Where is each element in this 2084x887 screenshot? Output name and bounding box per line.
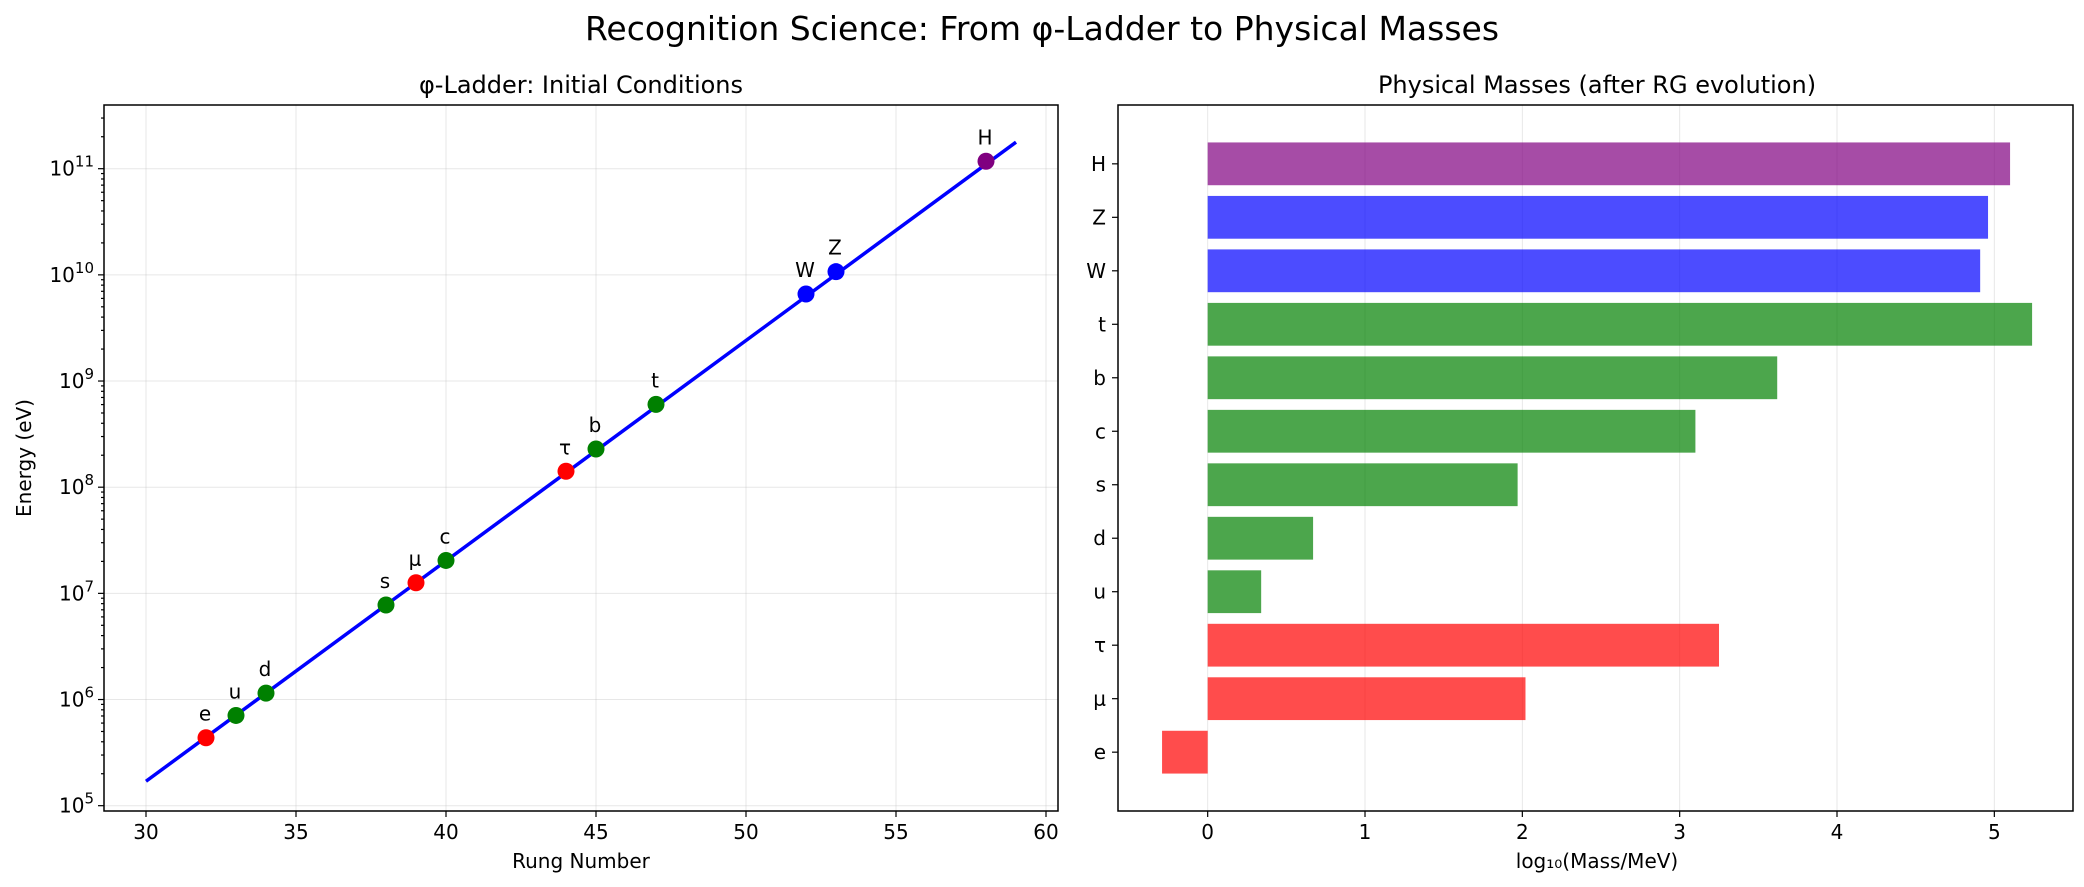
mass-chart-ticks: 0 1 2 3 4 5 e μ τ u d s c b t W Z H: [1086, 152, 2000, 844]
ladder-chart-frame: [103, 104, 1059, 812]
y-tick-label: H: [1091, 152, 1106, 176]
y-tick-label: 105: [59, 790, 94, 818]
x-tick-label: 45: [583, 820, 608, 844]
x-tick-label: 55: [883, 820, 908, 844]
x-tick-label: 30: [133, 820, 158, 844]
mass-bar-s: [1207, 463, 1518, 507]
ladder-point-s: [377, 596, 395, 614]
ladder-point-label: s: [380, 569, 390, 593]
mass-chart-frame: [1117, 104, 2074, 812]
ladder-point-μ: [407, 574, 425, 592]
y-tick-label: 1010: [49, 259, 94, 287]
ladder-point-τ: [557, 462, 575, 480]
ladder-point-Z: [827, 263, 845, 281]
mass-bar-τ: [1207, 623, 1720, 667]
ladder-point-label: H: [977, 125, 992, 149]
y-tick-label: u: [1093, 580, 1106, 604]
ladder-point-label: e: [199, 702, 211, 726]
x-tick-label: 3: [1673, 820, 1686, 844]
mass-bar-Z: [1207, 195, 1989, 239]
y-tick-label: 109: [59, 365, 94, 393]
ladder-chart-grid: [104, 105, 1058, 811]
mass-chart-title: Physical Masses (after RG evolution): [1378, 71, 1816, 99]
ladder-point-W: [797, 285, 815, 303]
y-tick-label: 1011: [49, 153, 94, 181]
y-tick-label: 108: [59, 471, 94, 499]
mass-bar-H: [1207, 142, 2011, 186]
ladder-point-label: W: [795, 258, 815, 282]
ladder-line: [144, 140, 1018, 783]
ladder-chart-marks: eud sμc τb t WZ H: [144, 125, 1018, 783]
x-tick-label: 4: [1831, 820, 1844, 844]
y-tick-label: μ: [1093, 687, 1106, 711]
y-tick-label: t: [1098, 312, 1106, 336]
y-tick-label: b: [1093, 366, 1106, 390]
y-tick-label: 106: [59, 684, 94, 712]
y-tick-label: τ: [1094, 633, 1106, 657]
y-tick-label: 107: [59, 577, 94, 605]
ladder-point-e: [197, 729, 215, 747]
ladder-chart-ticks: 30 35 40 45 50 55 60 105 106 107 108 109 1010 1011: [49, 117, 1059, 844]
y-tick-label: e: [1094, 740, 1106, 764]
ladder-point-label: c: [440, 524, 451, 548]
ladder-point-label: μ: [409, 547, 422, 571]
ladder-point-u: [227, 706, 245, 724]
ladder-point-label: t: [651, 368, 659, 392]
mass-chart-marks: [1162, 142, 2033, 774]
mass-chart: Physical Masses (after RG evolution) 0 1 2…: [1086, 71, 2074, 873]
x-tick-label: 40: [433, 820, 458, 844]
y-tick-label: W: [1086, 259, 1106, 283]
mass-bar-c: [1207, 409, 1696, 453]
mass-bar-u: [1207, 570, 1262, 614]
mass-bar-d: [1207, 516, 1314, 560]
ladder-point-t: [647, 395, 665, 413]
ladder-point-H: [977, 152, 995, 170]
x-tick-label: 2: [1516, 820, 1529, 844]
y-tick-label: Z: [1092, 205, 1106, 229]
mass-bar-e: [1162, 730, 1208, 774]
ladder-point-label: d: [259, 657, 272, 681]
mass-bar-t: [1207, 302, 2033, 346]
x-tick-label: 0: [1201, 820, 1214, 844]
x-tick-label: 35: [283, 820, 308, 844]
x-tick-label: 60: [1033, 820, 1058, 844]
ladder-chart-xlabel: Rung Number: [512, 849, 651, 873]
ladder-point-label: Z: [828, 236, 842, 260]
y-tick-label: c: [1095, 419, 1106, 443]
figure-suptitle: Recognition Science: From φ-Ladder to Ph…: [585, 9, 1499, 48]
mass-bar-b: [1207, 356, 1778, 400]
ladder-point-label: τ: [559, 435, 571, 459]
y-tick-label: d: [1093, 526, 1106, 550]
ladder-point-b: [587, 440, 605, 458]
mass-bar-W: [1207, 249, 1981, 293]
ladder-point-label: b: [589, 413, 602, 437]
x-tick-label: 1: [1359, 820, 1372, 844]
ladder-chart-ylabel: Energy (eV): [12, 399, 36, 517]
mass-bar-μ: [1207, 677, 1526, 721]
x-tick-label: 5: [1988, 820, 2001, 844]
ladder-point-c: [437, 551, 455, 569]
ladder-chart: φ-Ladder: Initial Conditions eud sμc τb t WZ…: [12, 71, 1059, 873]
ladder-point-d: [257, 684, 275, 702]
ladder-chart-title: φ-Ladder: Initial Conditions: [419, 71, 743, 99]
x-tick-label: 50: [733, 820, 758, 844]
mass-chart-xlabel: log₁₀(Mass/MeV): [1516, 849, 1678, 873]
ladder-point-label: u: [229, 679, 242, 703]
y-tick-label: s: [1096, 473, 1106, 497]
